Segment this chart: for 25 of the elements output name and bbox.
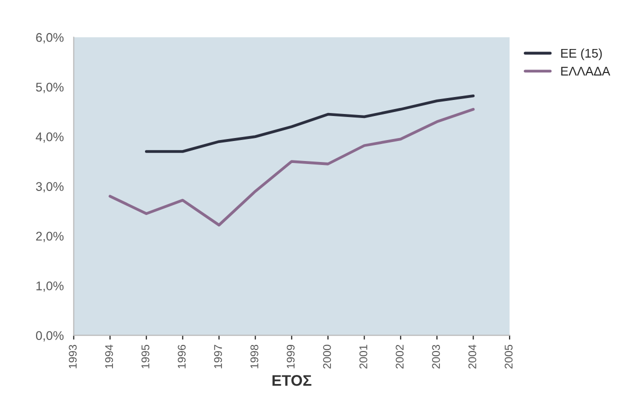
line-series bbox=[144, 94, 475, 153]
x-tick-label: 2005 bbox=[504, 344, 513, 369]
line-series bbox=[108, 108, 475, 226]
y-tick-label: 2,0% bbox=[36, 232, 64, 242]
y-tick-label: 5,0% bbox=[36, 82, 64, 94]
x-tick-label: 2003 bbox=[432, 344, 440, 369]
x-tick-label: 1993 bbox=[68, 344, 77, 368]
y-tick-label: 0,0% bbox=[36, 331, 64, 342]
x-tick-label: 2004 bbox=[468, 344, 476, 369]
x-tick-label: 1996 bbox=[178, 344, 186, 368]
x-tick-label: 1999 bbox=[286, 344, 295, 368]
x-axis-title: ΕΤΟΣ bbox=[272, 375, 312, 386]
x-tick-label: 1998 bbox=[250, 344, 258, 368]
x-tick-label: 2002 bbox=[396, 344, 404, 369]
x-tick-label: 1997 bbox=[214, 344, 222, 368]
y-tick-label: 4,0% bbox=[36, 132, 64, 143]
legend-label: ΕΕ (15) bbox=[561, 48, 602, 60]
x-tick-label: 2000 bbox=[323, 344, 331, 369]
x-tick-label: 1995 bbox=[141, 344, 150, 368]
x-tick-label: 1994 bbox=[105, 344, 114, 368]
y-tick-label: 3,0% bbox=[36, 182, 64, 192]
y-tick-label: 1,0% bbox=[36, 281, 64, 292]
y-tick-label: 6,0% bbox=[36, 33, 64, 44]
legend-label: ΕΛΛΑΔΑ bbox=[561, 66, 610, 76]
x-tick-label: 2001 bbox=[359, 344, 368, 369]
